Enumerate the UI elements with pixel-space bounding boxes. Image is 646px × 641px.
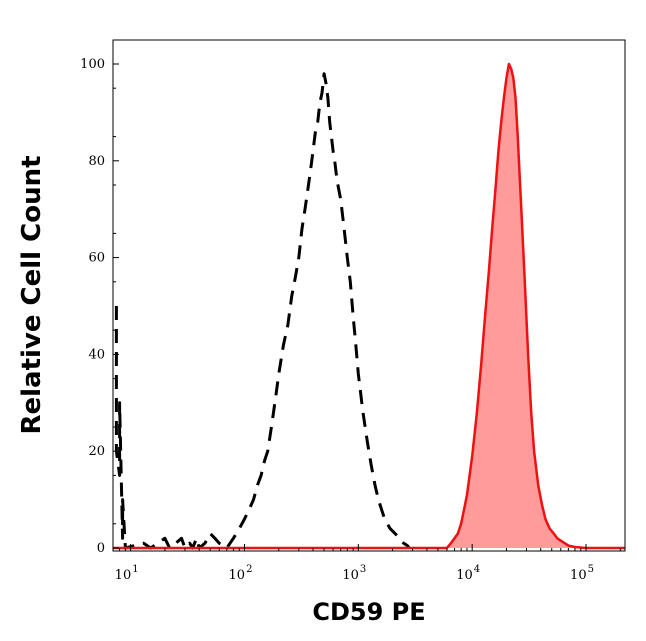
x-tick-label: 104 — [456, 564, 480, 583]
series-layer — [113, 62, 625, 550]
x-tick-exponent: 4 — [474, 564, 480, 575]
x-tick-exponent: 1 — [132, 564, 138, 575]
x-tick-exponent: 5 — [588, 564, 594, 575]
x-axis-title: CD59 PE — [312, 598, 425, 626]
x-tick-label: 105 — [570, 564, 594, 583]
x-tick-exponent: 3 — [360, 564, 366, 575]
x-tick-label: 102 — [229, 564, 253, 583]
y-tick-label: 80 — [88, 154, 105, 169]
y-tick-label: 20 — [88, 444, 105, 459]
x-tick-label: 101 — [115, 564, 139, 583]
series-1-line — [114, 72, 411, 550]
plot-frame — [112, 39, 626, 552]
y-axis-title: Relative Cell Count — [17, 155, 47, 434]
y-tick-label: 40 — [88, 347, 105, 362]
series-2-fill — [113, 64, 625, 548]
y-tick-label: 0 — [97, 541, 105, 556]
y-tick-label: 100 — [80, 57, 105, 72]
series-2-line — [113, 62, 625, 550]
y-tick-label: 60 — [88, 251, 105, 266]
x-tick-exponent: 2 — [246, 564, 252, 575]
x-tick-label: 103 — [342, 564, 366, 583]
